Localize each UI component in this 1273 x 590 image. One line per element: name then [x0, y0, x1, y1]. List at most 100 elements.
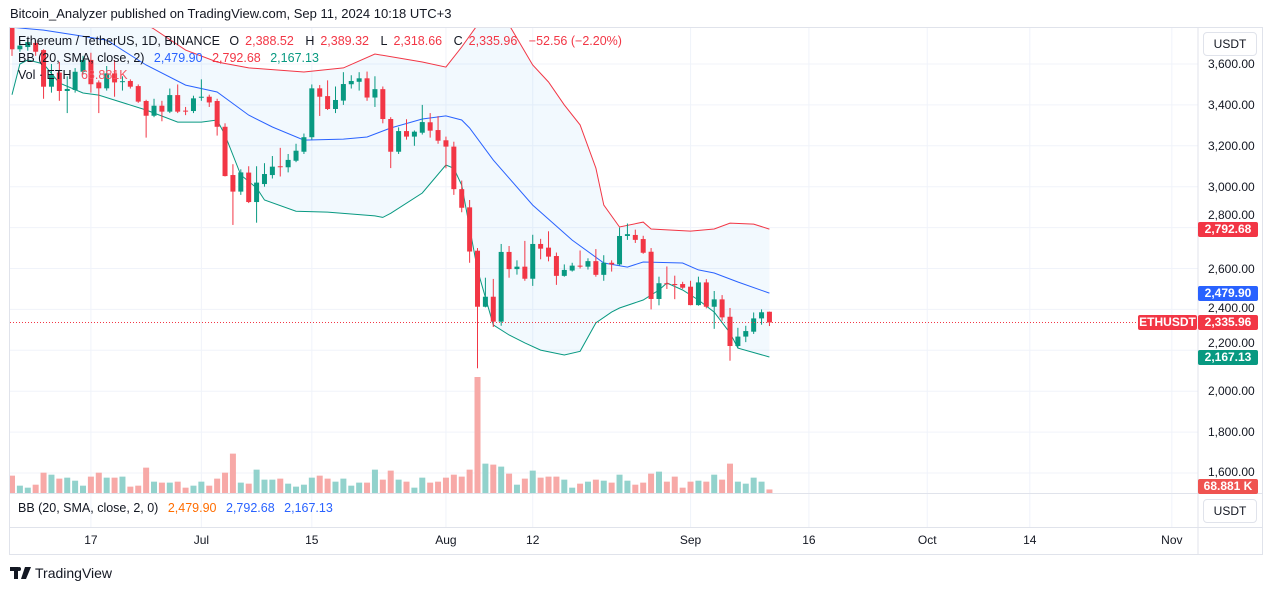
- volume-bar: [490, 464, 497, 493]
- candle-body: [96, 82, 102, 89]
- candle: [522, 240, 528, 281]
- candle-body: [151, 105, 157, 116]
- candle-body: [553, 256, 559, 276]
- candle: [80, 55, 86, 75]
- candle: [419, 104, 425, 135]
- candle: [372, 76, 378, 107]
- candle: [609, 260, 615, 272]
- candle-body: [404, 131, 409, 137]
- candle-body: [546, 247, 552, 257]
- candle-body: [56, 72, 62, 91]
- bb-legend-label[interactable]: BB (20, SMA, close, 2): [18, 51, 145, 65]
- candle: [119, 76, 125, 91]
- volume-bar: [482, 463, 489, 493]
- volume-bar: [734, 481, 741, 493]
- ohlc-low: L 2,318.66: [380, 34, 443, 48]
- volume-bar: [687, 481, 694, 493]
- candle: [33, 40, 39, 56]
- volume-bar: [466, 469, 473, 493]
- candle-body: [656, 283, 662, 299]
- bb-pane-legend[interactable]: BB (20, SMA, close, 2, 0) 2,479.90 2,792…: [18, 501, 339, 515]
- candle-body: [48, 75, 54, 87]
- volume-bar: [758, 481, 765, 493]
- candle-body: [214, 101, 220, 127]
- volume-bar: [127, 486, 134, 493]
- candle-body: [25, 42, 31, 48]
- volume-bar: [87, 476, 94, 493]
- candle: [648, 248, 654, 310]
- candle: [435, 116, 441, 144]
- volume-bar: [364, 482, 371, 493]
- candle-body: [711, 299, 717, 307]
- volume-bar: [151, 481, 158, 493]
- volume-bar: [32, 484, 39, 493]
- bb-legend[interactable]: BB (20, SMA, close, 2) 2,479.90 2,792.68…: [18, 51, 325, 65]
- price-tick-label: 1,600.00: [1208, 465, 1255, 479]
- candle-body: [80, 59, 86, 72]
- candle-body: [190, 98, 196, 112]
- symbol-legend[interactable]: Ethereum / TetherUS, 1D, BINANCE O 2,388.…: [18, 34, 628, 48]
- time-tick-label: 17: [84, 533, 98, 547]
- candle: [127, 79, 133, 89]
- volume-bar: [521, 478, 528, 493]
- volume-bar: [166, 482, 173, 493]
- time-tick-label: Oct: [917, 533, 937, 547]
- volume-bar: [561, 479, 568, 493]
- price-change: −52.56 (−2.20%): [528, 34, 622, 48]
- candle: [475, 248, 481, 369]
- candle: [482, 277, 488, 308]
- grid-lines: [10, 28, 1198, 527]
- tradingview-logo-icon: [10, 567, 31, 579]
- bb-basis-value: 2,479.90: [153, 51, 203, 65]
- candle-body: [277, 166, 283, 168]
- candle-body: [127, 80, 133, 87]
- candle-body: [411, 131, 417, 137]
- candle-body: [719, 299, 725, 318]
- bb-pane-value-1: 2,479.90: [167, 501, 217, 515]
- volume-bar: [442, 477, 449, 493]
- candle: [538, 238, 544, 260]
- price-tick-label: 2,400.00: [1208, 301, 1255, 316]
- candle-body: [459, 189, 465, 208]
- volume-bar: [174, 481, 181, 493]
- volume-legend[interactable]: Vol · ETH 68.881K: [18, 68, 134, 82]
- bb-lower-price-label: 2,167.13: [1198, 349, 1258, 365]
- tradingview-logo[interactable]: TradingView: [10, 565, 112, 581]
- bb-pane-unit-button[interactable]: USDT: [1203, 499, 1257, 523]
- last-price-price-label: 2,335.96: [1198, 314, 1258, 330]
- volume-bars: [10, 377, 773, 493]
- candle-body: [396, 131, 402, 152]
- symbol-price-label: ETHUSDT: [1138, 314, 1197, 330]
- volume-bar: [671, 476, 678, 493]
- candle: [624, 223, 630, 240]
- volume-bar: [198, 481, 205, 493]
- volume-bar: [190, 485, 197, 493]
- volume-legend-label[interactable]: Vol · ETH: [18, 68, 72, 82]
- candle: [672, 275, 678, 300]
- currency-unit-button[interactable]: USDT: [1203, 32, 1257, 56]
- candle: [632, 229, 638, 243]
- volume-bar: [324, 478, 331, 493]
- candle-body: [609, 262, 615, 265]
- bollinger-upper-line: [151, 28, 770, 232]
- candle: [96, 80, 102, 114]
- candle: [325, 80, 331, 111]
- candle-body: [443, 140, 449, 147]
- volume-bar: [608, 482, 615, 493]
- symbol-title[interactable]: Ethereum / TetherUS, 1D, BINANCE: [18, 34, 220, 48]
- candle: [269, 156, 275, 179]
- candle-body: [206, 96, 212, 103]
- candle: [214, 98, 220, 136]
- volume-bar: [182, 487, 189, 493]
- candle-body: [364, 78, 370, 98]
- candle-body: [33, 42, 39, 52]
- candle-body: [332, 99, 338, 109]
- candle: [301, 133, 307, 154]
- candle-body: [72, 71, 78, 90]
- candle-body: [372, 89, 378, 98]
- time-tick-label: Nov: [1161, 533, 1183, 547]
- volume-bar: [48, 474, 55, 493]
- bb-pane-label[interactable]: BB (20, SMA, close, 2, 0): [18, 501, 159, 515]
- candle: [254, 166, 260, 223]
